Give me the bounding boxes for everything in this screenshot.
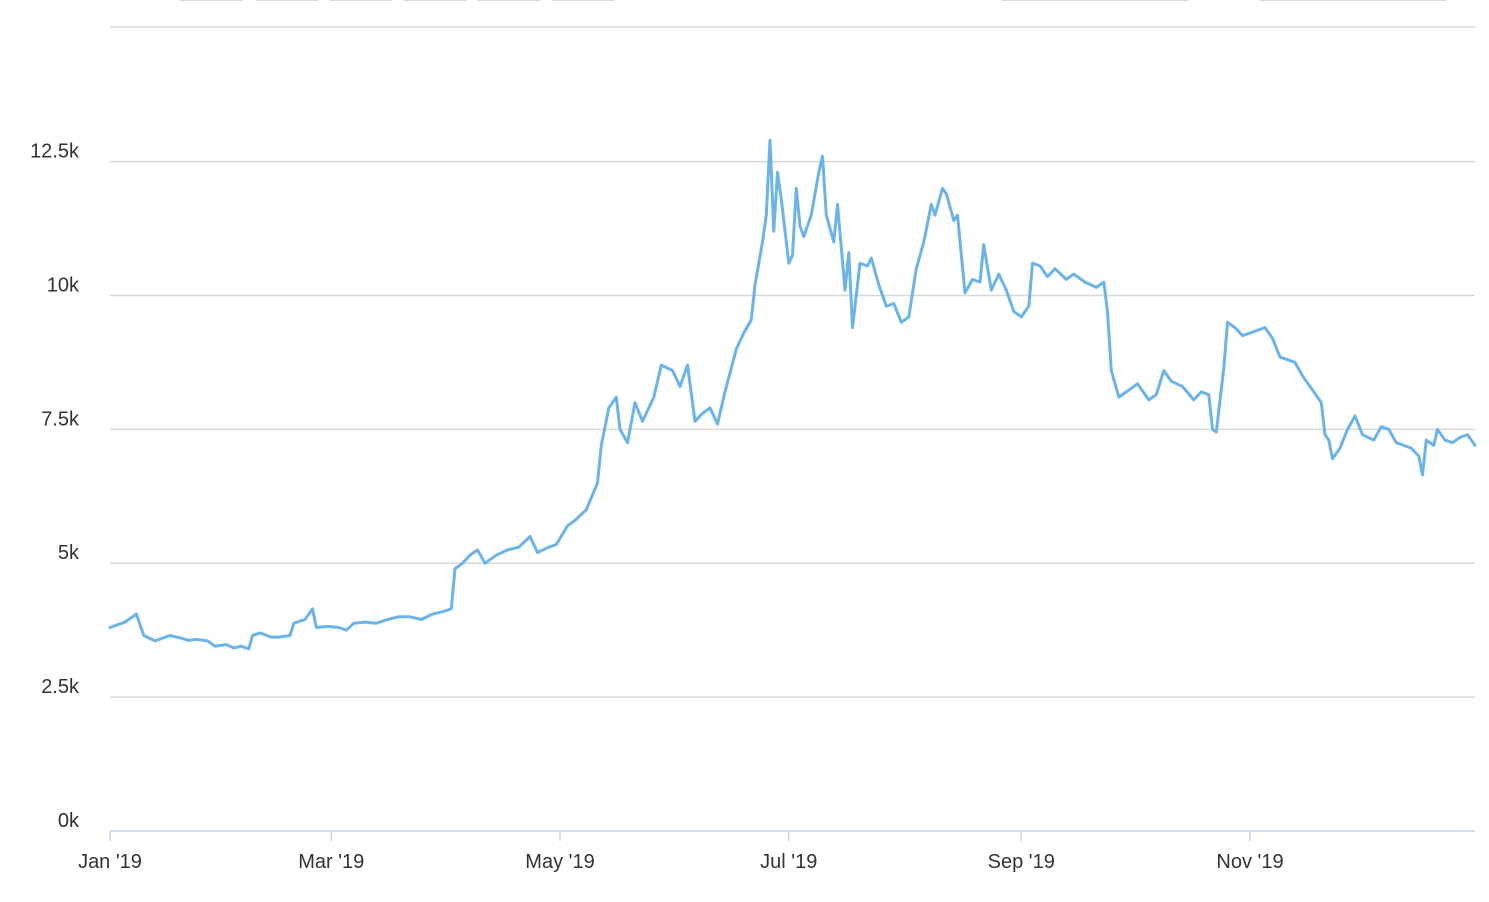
grid-lines [110,160,1475,698]
y-tick-label: 5k [58,542,80,564]
series-line [108,138,1477,651]
y-tick-label: 7.5k [41,408,80,430]
x-tick-label: Jul '19 [760,851,817,873]
y-tick-label: 12.5k [30,141,80,163]
series-group [108,138,1477,651]
x-tick-label: May '19 [525,851,594,873]
x-tick-label: Nov '19 [1216,851,1283,873]
x-tick-label: Sep '19 [988,851,1055,873]
x-axis-ticks: Jan '19 Mar '19 May '19 Jul '19 Sep '19 Nov '… [78,831,1284,873]
y-tick-label: 0k [58,810,80,832]
y-tick-label: 10k [47,274,80,296]
y-tick-label: 2.5k [41,676,80,698]
x-tick-label: Jan '19 [78,851,142,873]
y-axis-tick-labels: 0k 2.5k 5k 7.5k 10k 12.5k [30,141,80,832]
x-tick-label: Mar '19 [298,851,364,873]
